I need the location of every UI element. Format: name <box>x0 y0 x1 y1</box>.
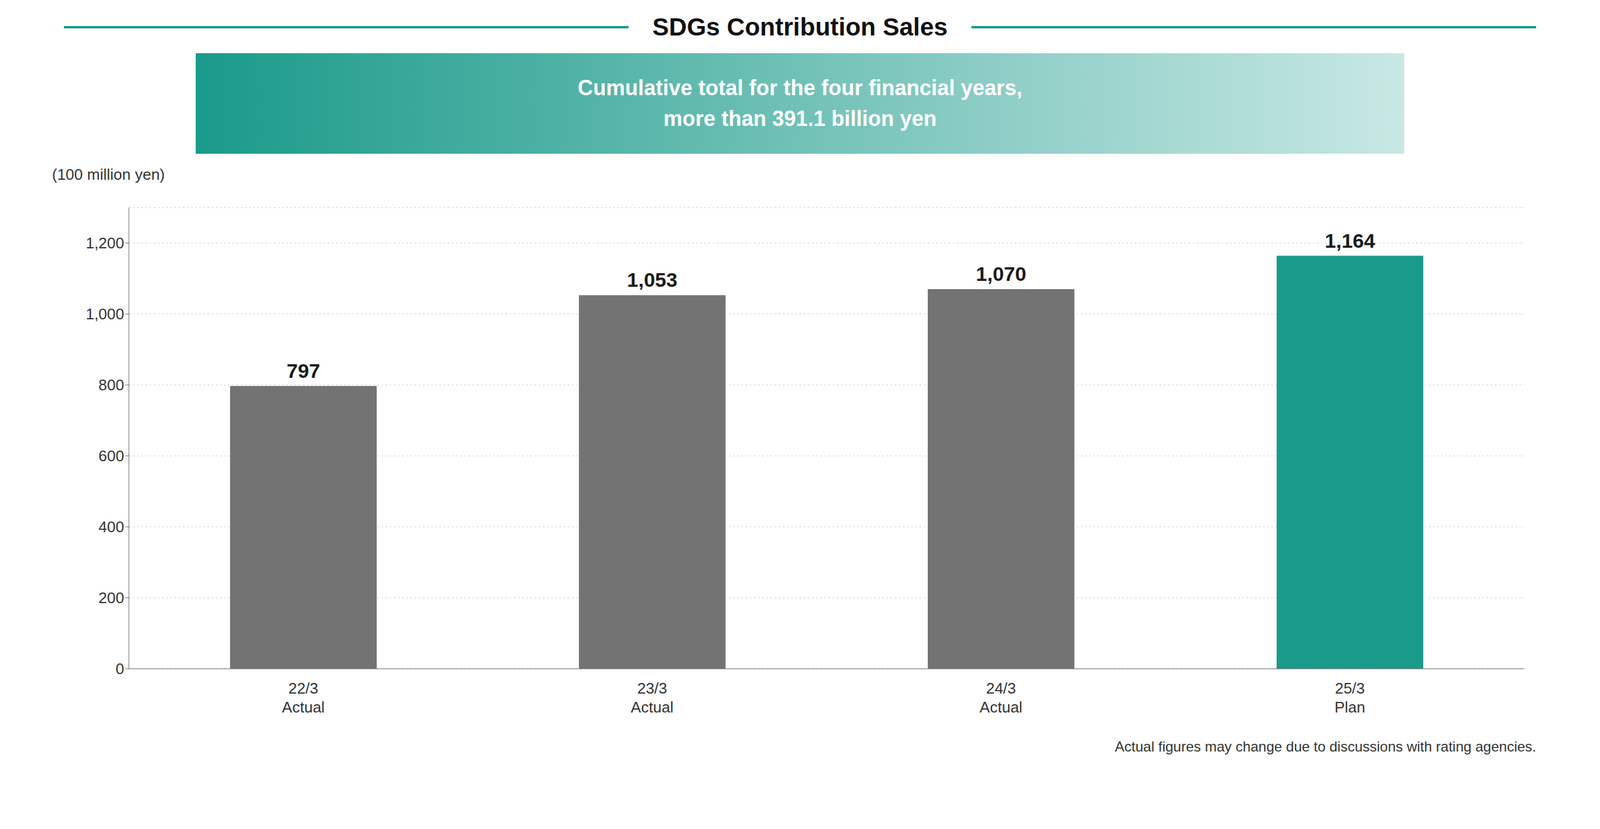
svg-text:1,070: 1,070 <box>976 262 1027 285</box>
svg-text:1,053: 1,053 <box>627 268 678 291</box>
html-text:SDGs Contribution Sales: SDGs Contribution Sales <box>652 13 948 41</box>
html-text:more than 391.1 billion yen: more than 391.1 billion yen <box>663 106 937 131</box>
svg-text:400: 400 <box>98 517 125 536</box>
svg-text:600: 600 <box>98 447 125 465</box>
svg-text:800: 800 <box>98 376 125 394</box>
html-text:(100 million yen): (100 million yen) <box>52 165 165 184</box>
svg-text:1,200: 1,200 <box>85 234 125 252</box>
svg-text:1,164: 1,164 <box>1325 229 1376 252</box>
svg-text:24/3Actual: 24/3Actual <box>979 679 1023 717</box>
svg-text:25/3Plan: 25/3Plan <box>1334 679 1366 717</box>
svg-text:22/3Actual: 22/3Actual <box>282 679 325 717</box>
svg-text:1,000: 1,000 <box>85 305 125 323</box>
svg-text:23/3Actual: 23/3Actual <box>630 679 674 717</box>
html-text:Actual figures may change due: Actual figures may change due to discuss… <box>1114 738 1537 755</box>
svg-text:0: 0 <box>115 659 125 678</box>
html-text:Cumulative total for the four: Cumulative total for the four financial … <box>577 75 1023 100</box>
svg-text:797: 797 <box>286 359 321 382</box>
svg-text:200: 200 <box>98 588 125 607</box>
